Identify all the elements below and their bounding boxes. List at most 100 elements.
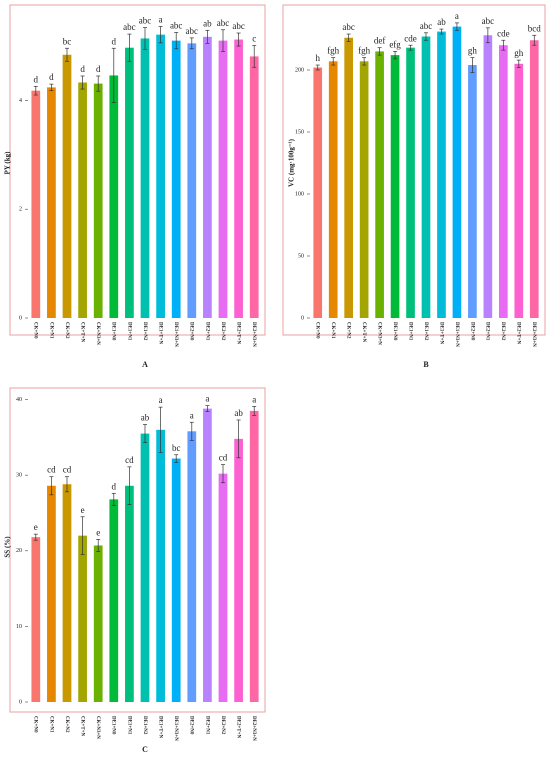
x-tick-label: DE1+N3+N — [173, 322, 178, 347]
bar — [437, 31, 446, 319]
x-tick-label: DE1+N3+N — [173, 716, 178, 741]
y-tick-label: 10 — [16, 624, 22, 630]
x-tick-label: DE2+N0 — [189, 322, 194, 341]
bar — [78, 82, 87, 318]
x-tick-label: CK+N3+N — [376, 322, 381, 345]
y-tick-label: 2 — [19, 207, 22, 213]
y-tick-label: 20 — [16, 548, 22, 554]
x-tick-label: CK+N0 — [33, 716, 38, 733]
significance-letter: fgh — [327, 46, 339, 56]
bar — [375, 51, 384, 319]
significance-letter: abc — [342, 22, 355, 32]
x-tick-label: DE2+N3+N — [531, 322, 536, 347]
x-tick-label: DE2+N2 — [500, 322, 505, 341]
significance-letter: cd — [219, 453, 228, 463]
bar — [47, 87, 56, 319]
x-tick-label: CK+T+N — [79, 716, 84, 737]
x-tick-label: CK+N1 — [48, 716, 53, 733]
x-tick-label: DE2+N1 — [204, 322, 209, 341]
significance-letter: a — [159, 15, 163, 25]
y-axis-label: PY (kg) — [4, 151, 12, 175]
significance-letter: abc — [123, 22, 136, 32]
panel-label: B — [423, 360, 429, 369]
x-tick-label: DE2+N1 — [485, 322, 490, 341]
y-tick-label: 4 — [19, 98, 22, 104]
x-tick-label: DE1+N1 — [126, 322, 131, 341]
significance-letter: def — [374, 36, 386, 46]
significance-letter: d — [96, 64, 101, 74]
x-tick-label: DE2+N2 — [220, 716, 225, 735]
panel-label: A — [142, 360, 148, 369]
x-tick-label: DE1+T+N — [438, 322, 443, 344]
significance-letter: ab — [234, 408, 243, 418]
bar — [125, 47, 134, 319]
significance-letter: bc — [63, 36, 72, 46]
x-tick-label: CK+N2 — [346, 322, 351, 339]
bar — [359, 61, 369, 318]
significance-letter: abc — [232, 21, 245, 31]
significance-letter: a — [190, 410, 194, 420]
bar — [62, 54, 72, 318]
x-tick-label: CK+T+N — [361, 322, 366, 343]
significance-letter: a — [205, 394, 209, 404]
x-tick-label: DE2+N2 — [220, 322, 225, 341]
x-tick-label: CK+N1 — [330, 322, 335, 339]
x-tick-label: DE1+N2 — [142, 716, 147, 735]
panel-label: C — [142, 745, 148, 754]
x-tick-label: DE2+N3+N — [251, 716, 256, 741]
bar — [93, 83, 103, 318]
bar — [140, 38, 150, 318]
significance-letter: gh — [468, 46, 478, 56]
bar — [313, 67, 323, 319]
significance-letter: efg — [389, 39, 401, 49]
significance-letter: e — [81, 505, 85, 515]
x-tick-label: CK+N2 — [64, 322, 69, 339]
y-tick-label: 40 — [16, 397, 22, 403]
significance-letter: cd — [47, 465, 56, 475]
bar — [171, 40, 181, 318]
significance-letter: d — [34, 74, 39, 84]
significance-letter: abc — [482, 16, 495, 26]
significance-letter: d — [112, 481, 117, 491]
significance-letter: abc — [420, 21, 433, 31]
significance-letter: e — [34, 522, 38, 532]
bar — [187, 431, 197, 702]
significance-letter: cd — [125, 455, 134, 465]
significance-letter: abc — [139, 16, 152, 26]
x-tick-label: CK+N0 — [33, 322, 38, 339]
x-tick-label: DE1+N1 — [407, 322, 412, 341]
x-tick-label: DE1+N0 — [392, 322, 397, 341]
y-tick-label: 50 — [298, 253, 304, 259]
bar — [125, 485, 134, 702]
bar — [421, 36, 431, 319]
y-tick-label: 150 — [295, 129, 304, 135]
bar — [249, 410, 259, 702]
significance-letter: abc — [217, 18, 230, 28]
x-tick-label: CK+N2 — [64, 716, 69, 733]
bar — [249, 56, 259, 319]
significance-letter: ab — [141, 413, 150, 423]
y-axis-label: SS (%) — [4, 536, 12, 558]
x-tick-label: DE1+N0 — [111, 322, 116, 341]
significance-letter: cd — [63, 465, 72, 475]
bar — [187, 43, 197, 318]
bar — [171, 458, 181, 702]
significance-letter: a — [252, 394, 256, 404]
bar — [483, 35, 493, 318]
bar — [62, 484, 72, 702]
significance-letter: a — [455, 11, 459, 21]
significance-letter: ab — [203, 18, 212, 28]
y-tick-label: 100 — [295, 191, 304, 197]
bar — [234, 438, 243, 702]
x-tick-label: CK+N0 — [315, 322, 320, 339]
x-tick-label: CK+T+N — [79, 322, 84, 343]
bar — [47, 485, 56, 702]
bar — [109, 75, 119, 318]
x-tick-label: DE2+T+N — [235, 322, 240, 344]
panel-frame — [282, 4, 546, 336]
y-tick-label: 200 — [295, 67, 304, 73]
x-tick-label: DE2+T+N — [516, 322, 521, 344]
significance-letter: cde — [497, 28, 510, 38]
bar — [390, 55, 400, 319]
x-tick-label: DE1+N1 — [126, 716, 131, 735]
